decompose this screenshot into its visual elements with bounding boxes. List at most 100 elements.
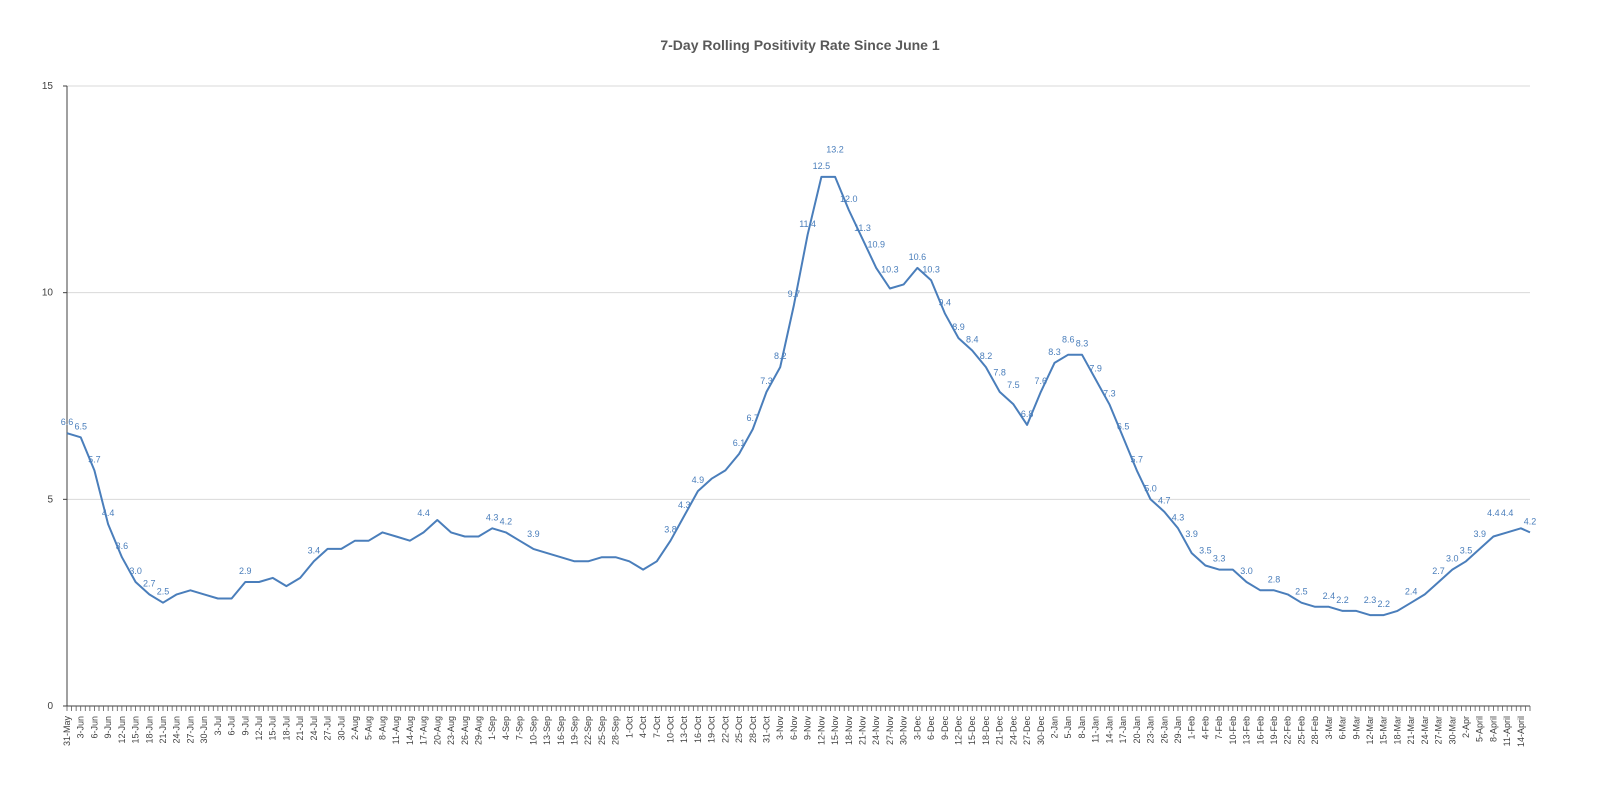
x-tick-label: 6-Dec [926,716,936,741]
x-tick-label: 15-Nov [830,716,840,746]
data-label: 10.6 [909,252,927,262]
data-label: 6.7 [747,413,760,423]
data-label: 4.4 [1487,508,1500,518]
data-label: 2.2 [1377,599,1390,609]
x-tick-label: 4-Feb [1200,716,1210,740]
x-tick-label: 23-Jan [1146,716,1156,744]
x-tick-label: 9-Mar [1351,716,1361,740]
x-tick-label: 2-Aug [350,716,360,740]
x-tick-label: 7-Feb [1214,716,1224,740]
data-label: 3.0 [1446,554,1459,564]
x-tick-label: 21-Jun [158,716,168,744]
x-tick-label: 12-Dec [954,716,964,746]
x-tick-label: 25-Feb [1296,716,1306,745]
data-label: 9.4 [939,297,952,307]
x-tick-label: 24-Dec [1008,716,1018,746]
x-tick-label: 27-Mar [1434,716,1444,745]
x-tick-label: 8-April [1488,716,1498,742]
data-label: 8.2 [980,351,993,361]
x-tick-label: 22-Sep [583,716,593,745]
x-tick-label: 16-Sep [556,716,566,745]
x-tick-label: 10-Sep [528,716,538,745]
x-tick-label: 12-Nov [816,716,826,746]
x-tick-label: 28-Feb [1310,716,1320,745]
x-tick-label: 1-Feb [1187,716,1197,740]
series-positivity-rate [66,175,1531,617]
gridlines [67,85,1530,500]
x-tick-label: 24-Jun [172,716,182,744]
data-label: 10.9 [867,239,885,249]
y-tick-label: 15 [42,81,54,92]
x-tick-label: 21-Dec [995,716,1005,746]
x-tick-label: 9-Jul [240,716,250,736]
x-tick-label: 6-Jun [89,716,99,739]
x-tick-label: 2-Jan [1050,716,1060,739]
data-label: 7.3 [760,376,773,386]
y-tick-label: 0 [47,701,53,712]
data-label: 3.9 [1185,529,1198,539]
y-axis: 0 5 10 15 [42,81,68,712]
x-tick-label: 20-Aug [432,716,442,745]
x-tick-label: 15-Mar [1379,716,1389,745]
data-label: 8.3 [1048,347,1061,357]
data-label: 9.7 [788,289,801,299]
data-label: 3.0 [1240,566,1253,576]
data-label: 3.9 [527,529,540,539]
data-label: 10.3 [922,264,940,274]
data-label: 4.2 [500,516,513,526]
data-label: 3.8 [664,525,677,535]
x-tick-label: 3-Jun [76,716,86,739]
x-tick-label: 17-Aug [419,716,429,745]
x-tick-label: 15-Dec [967,716,977,746]
data-label: 12.5 [813,161,831,171]
x-tick-label: 20-Jan [1132,716,1142,744]
x-tick-label: 5-April [1475,716,1485,742]
x-tick-label: 9-Dec [940,716,950,741]
x-tick-label: 29-Aug [473,716,483,745]
data-label: 8.4 [966,335,979,345]
x-tick-label: 21-Nov [858,716,868,746]
data-label: 2.3 [1364,595,1377,605]
x-tick-label: 13-Sep [542,716,552,745]
x-tick-label: 9-Nov [803,716,813,741]
x-tick-label: 5-Aug [364,716,374,740]
chart-title: 7-Day Rolling Positivity Rate Since June… [660,37,940,53]
x-tick-label: 31-May [62,716,72,747]
data-label: 5.7 [88,454,101,464]
y-tick-label: 10 [42,288,54,299]
x-tick-label: 1-Oct [624,716,634,739]
x-tick-label: 18-Mar [1392,716,1402,745]
data-label: 3.9 [1473,529,1486,539]
data-label: 2.7 [143,578,156,588]
x-tick-label: 14-Aug [405,716,415,745]
data-label: 3.0 [129,566,142,576]
data-label: 4.9 [692,475,705,485]
data-label: 6.5 [1117,421,1130,431]
data-label: 4.7 [1158,496,1171,506]
x-tick-label: 11-April [1502,716,1512,746]
x-tick-label: 10-Feb [1228,716,1238,745]
x-tick-label: 28-Sep [611,716,621,745]
data-label: 2.4 [1323,591,1336,601]
data-label: 3.6 [116,541,129,551]
x-tick-label: 24-Jul [309,716,319,741]
x-tick-label: 30-Jul [336,716,346,741]
x-tick-label: 12-Mar [1365,716,1375,745]
data-label: 4.3 [486,512,499,522]
x-tick-label: 30-Dec [1036,716,1046,746]
x-tick-label: 24-Nov [871,716,881,746]
x-tick-label: 31-Oct [761,716,771,744]
y-tick-label: 5 [47,494,53,505]
x-tick-label: 11-Aug [391,716,401,744]
x-tick-label: 3-Jul [213,716,223,736]
x-tick-label: 16-Oct [693,716,703,744]
data-label: 3.3 [1213,554,1226,564]
data-label: 2.8 [1268,574,1281,584]
x-tick-label: 22-Oct [720,716,730,744]
x-tick-label: 26-Aug [460,716,470,745]
x-tick-label: 12-Jun [117,716,127,744]
x-tick-label: 14-Jan [1104,716,1114,744]
data-label: 6.1 [733,438,746,448]
x-tick-label: 8-Jan [1077,716,1087,739]
x-tick-label: 13-Feb [1242,716,1252,745]
